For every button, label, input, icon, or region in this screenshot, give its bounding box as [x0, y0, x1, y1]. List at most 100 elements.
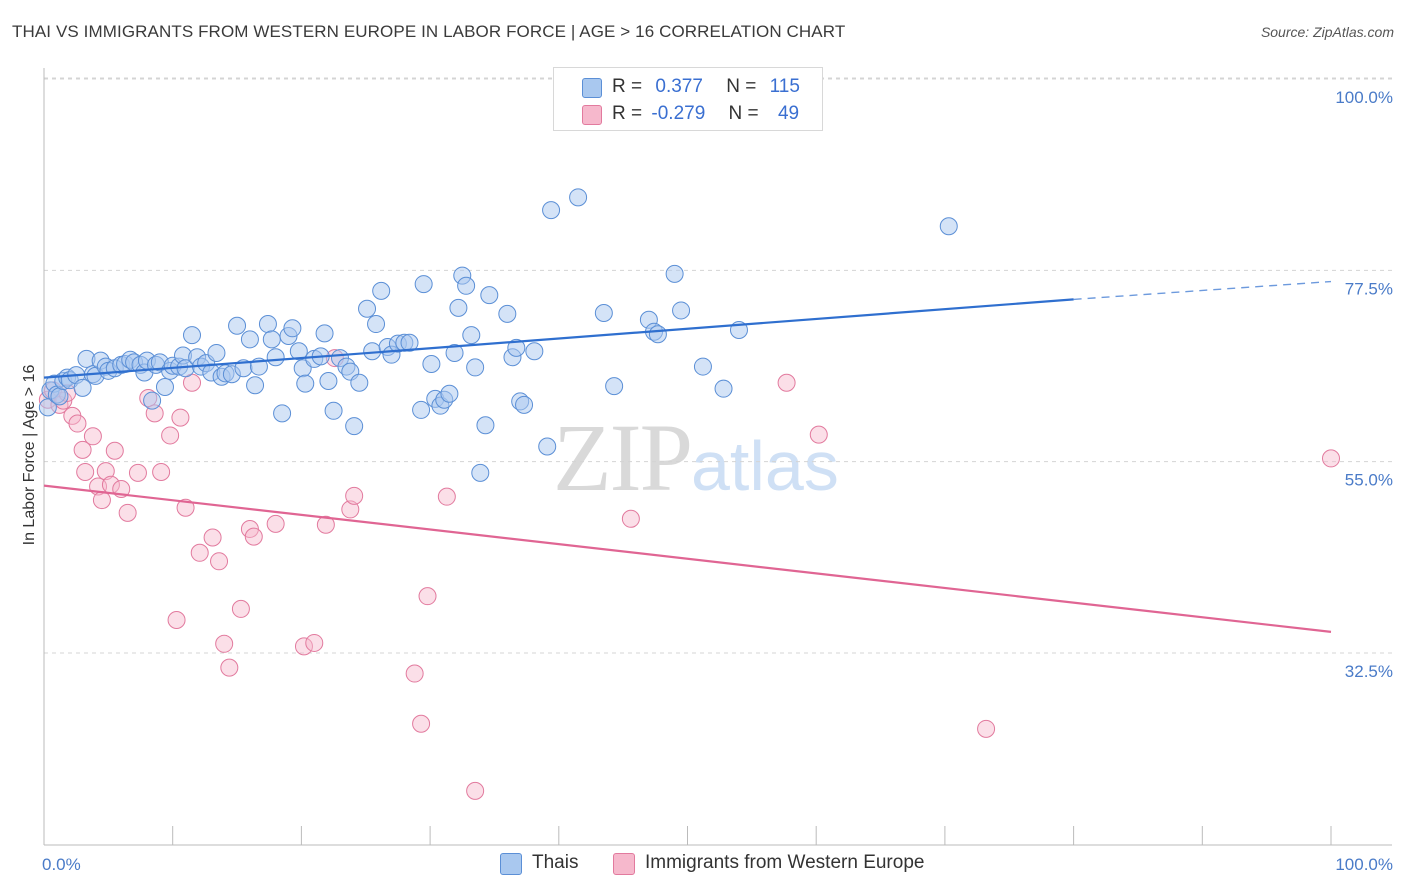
legend-n-value: 49 [777, 103, 800, 124]
blue-point [183, 326, 202, 345]
blue-point [525, 342, 544, 361]
blue-point [262, 330, 281, 349]
pink-point [266, 514, 285, 533]
pink-point [92, 491, 111, 510]
pink-point [118, 503, 137, 522]
pink-point [171, 408, 190, 427]
pink-point [466, 781, 485, 800]
pink-point [73, 440, 92, 459]
pink-point [405, 664, 424, 683]
blue-point [207, 343, 226, 362]
pink-point [1322, 449, 1340, 468]
y-tick-label: 77.5% [1345, 279, 1393, 298]
blue-point [569, 188, 588, 207]
pink-point [76, 463, 95, 482]
bottom-legend-swatch-thais [500, 853, 522, 875]
legend: R = 0.377 N = 115 R = -0.279 N = 49 [553, 67, 823, 131]
bottom-legend-label-immigrants: Immigrants from Western Europe [645, 852, 925, 873]
source-label: Source: ZipAtlas.com [1260, 24, 1394, 40]
pink-point [176, 498, 195, 517]
pink-point [437, 487, 456, 506]
blue-point [258, 315, 277, 334]
blue-point [714, 379, 733, 398]
blue-point [480, 286, 499, 305]
blue-point [507, 338, 526, 357]
pink-point [68, 414, 87, 433]
blue-point [648, 325, 667, 344]
blue-point [476, 416, 495, 435]
pink-point [244, 527, 263, 546]
pink-point [809, 425, 828, 444]
pink-point [412, 714, 431, 733]
blue-point [693, 357, 712, 376]
watermark-atlas: atlas [691, 427, 839, 505]
blue-point [542, 201, 561, 220]
thais-trend-extension [1073, 280, 1332, 301]
y-tick-labels: 100.0% 77.5% 55.0% 32.5% [1335, 88, 1393, 681]
legend-swatch-thais [582, 78, 602, 98]
bottom-legend-label-thais: Thais [532, 852, 579, 873]
x-tick-label: 100.0% [1335, 855, 1393, 874]
blue-point [143, 391, 162, 410]
y-tick-label: 32.5% [1345, 662, 1393, 681]
legend-row-immigrants: R = -0.279 N = 49 [554, 101, 822, 127]
blue-point [266, 348, 285, 367]
blue-point [319, 372, 338, 391]
pink-series-points [38, 349, 1340, 800]
pink-point [83, 427, 102, 446]
blue-point [414, 275, 433, 294]
blue-point [240, 330, 259, 349]
y-tick-label: 55.0% [1345, 471, 1393, 490]
pink-point [190, 543, 209, 562]
legend-swatch-immigrants [582, 105, 602, 125]
pink-point [105, 441, 124, 460]
blue-point [445, 343, 464, 362]
blue-point [605, 377, 624, 396]
blue-point [372, 281, 391, 300]
blue-point [367, 315, 386, 334]
blue-point [422, 355, 441, 374]
pink-point [418, 587, 437, 606]
pink-point [96, 462, 115, 481]
x-tick-labels: 0.0% 100.0% [42, 855, 1393, 874]
bottom-legend: Thais Immigrants from Western Europe [0, 852, 1406, 878]
blue-point [665, 264, 684, 283]
x-tick-label: 0.0% [42, 855, 81, 874]
pink-point [316, 515, 335, 534]
pink-point [777, 373, 796, 392]
blue-point [296, 374, 315, 393]
pink-point [152, 463, 171, 482]
blue-point [457, 276, 476, 295]
blue-point [462, 326, 481, 345]
blue-point [350, 373, 369, 392]
legend-r-label: R = [612, 76, 643, 97]
blue-point [273, 404, 292, 423]
bottom-legend-swatch-immigrants [613, 853, 635, 875]
trend-lines [43, 280, 1332, 633]
blue-point [50, 387, 69, 406]
blue-point [672, 301, 691, 320]
blue-point [498, 304, 517, 323]
pink-point [977, 719, 996, 738]
blue-series-points [38, 188, 958, 482]
chart-title: THAI VS IMMIGRANTS FROM WESTERN EUROPE I… [12, 22, 846, 41]
pink-point [167, 610, 186, 629]
blue-point [449, 298, 468, 317]
legend-n-label: N = [726, 76, 757, 97]
blue-point [73, 378, 92, 397]
blue-point [289, 342, 308, 361]
pink-point [621, 509, 640, 528]
legend-n-label: N = [728, 103, 759, 124]
pink-point [203, 528, 222, 547]
legend-text-immigrants: R = -0.279 N = 49 [612, 103, 799, 125]
blue-point [538, 437, 557, 456]
pink-point [161, 426, 180, 445]
blue-point [283, 319, 302, 338]
pink-point [210, 552, 229, 571]
pink-point [220, 658, 239, 677]
pink-point [231, 599, 250, 618]
blue-point [246, 376, 265, 395]
blue-point [315, 324, 334, 343]
legend-row-thais: R = 0.377 N = 115 [554, 74, 822, 100]
